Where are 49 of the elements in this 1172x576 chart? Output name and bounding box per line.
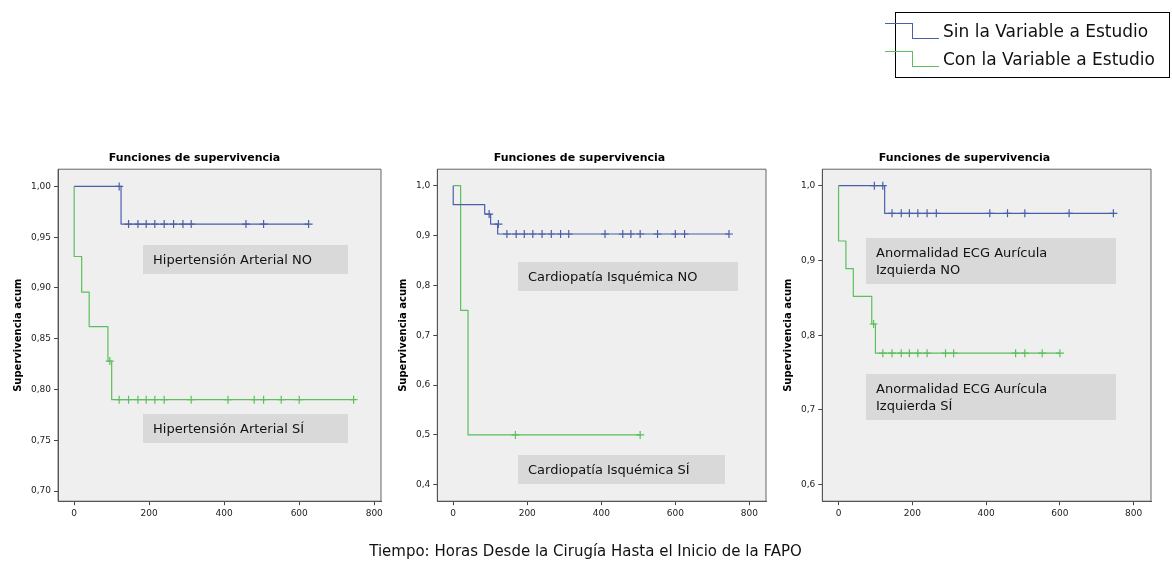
legend-label: Sin la Variable a Estudio xyxy=(942,21,1149,41)
x-tick-label: 800 xyxy=(1125,507,1143,518)
x-tick-label: 400 xyxy=(592,507,611,518)
x-tick-label: 0 xyxy=(835,507,842,518)
y-tick-label: 1,0 xyxy=(800,179,816,190)
annotation: Cardiopatía Isquémica NO xyxy=(528,269,698,284)
chart-title: Funciones de supervivencia xyxy=(878,151,1051,165)
y-tick-label: 0,80 xyxy=(30,383,52,394)
x-tick-label: 200 xyxy=(140,507,159,518)
annotation: Hipertensión Arterial SÍ xyxy=(153,421,305,436)
y-axis-title: Supervivencia acum xyxy=(396,278,408,392)
x-tick-label: 800 xyxy=(740,507,759,518)
legend-label: Con la Variable a Estudio xyxy=(942,49,1155,69)
annotation: Anormalidad ECG Aurícula Izquierda SÍ xyxy=(876,381,1048,413)
y-tick-label: 0,4 xyxy=(415,479,431,490)
x-tick-label: 0 xyxy=(450,507,457,518)
y-tick-label: 0,5 xyxy=(415,429,431,440)
y-tick-label: 0,90 xyxy=(30,282,52,293)
y-tick-label: 0,70 xyxy=(30,485,52,496)
annotation: Cardiopatía Isquémica SÍ xyxy=(528,462,690,477)
y-tick-label: 0,9 xyxy=(800,254,816,265)
y-tick-label: 0,6 xyxy=(415,379,431,390)
x-tick-label: 600 xyxy=(1051,507,1069,518)
y-tick-label: 1,0 xyxy=(415,179,431,190)
y-tick-label: 0,9 xyxy=(415,229,431,240)
y-tick-label: 0,7 xyxy=(415,329,431,340)
x-tick-label: 200 xyxy=(903,507,922,518)
x-tick-label: 400 xyxy=(977,507,995,518)
x-tick-label: 400 xyxy=(215,507,234,518)
y-tick-label: 0,8 xyxy=(800,329,816,340)
y-tick-label: 0,8 xyxy=(415,279,431,290)
x-tick-label: 600 xyxy=(290,507,309,518)
chart-title: Funciones de supervivencia xyxy=(108,151,281,165)
x-axis-title: Tiempo: Horas Desde la Cirugía Hasta el Inicio de la FAPO xyxy=(368,542,803,560)
x-tick-label: 600 xyxy=(666,507,685,518)
y-tick-label: 1,00 xyxy=(30,180,52,191)
y-axis-title: Supervivencia acum xyxy=(11,278,23,392)
y-tick-label: 0,95 xyxy=(30,231,52,242)
y-tick-label: 0,75 xyxy=(30,434,52,445)
y-tick-label: 0,7 xyxy=(800,404,816,415)
chart-title: Funciones de supervivencia xyxy=(493,151,666,165)
annotation: Anormalidad ECG Aurícula Izquierda NO xyxy=(876,245,1048,277)
y-axis-title: Supervivencia acum xyxy=(781,278,793,392)
annotation: Hipertensión Arterial NO xyxy=(153,252,312,267)
x-tick-label: 800 xyxy=(365,507,384,518)
y-tick-label: 0,6 xyxy=(800,479,816,490)
x-tick-label: 200 xyxy=(518,507,537,518)
y-tick-label: 0,85 xyxy=(30,333,52,344)
x-tick-label: 0 xyxy=(71,507,78,518)
